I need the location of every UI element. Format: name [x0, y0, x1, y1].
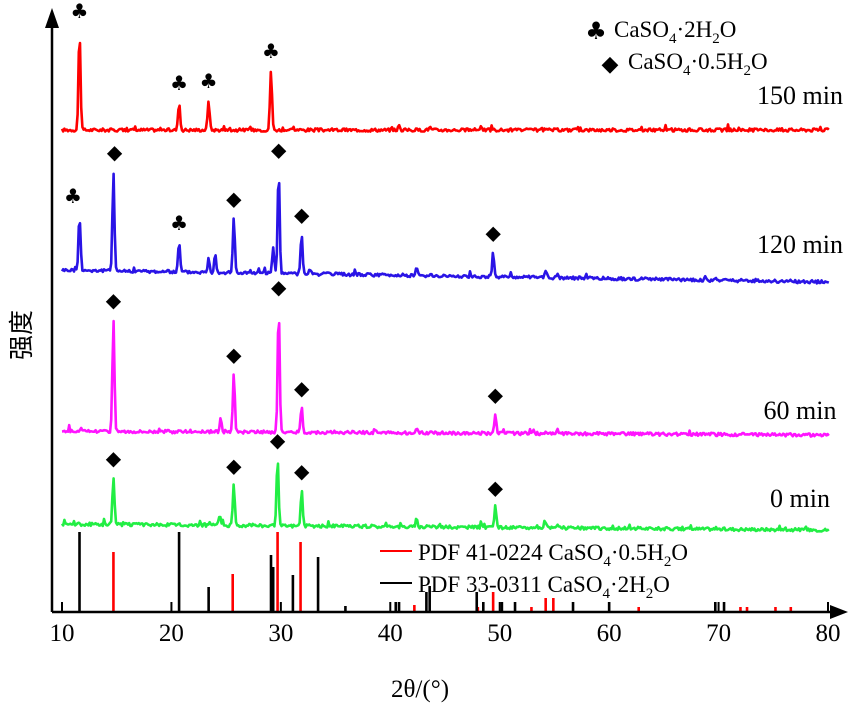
series-label: 150 min	[757, 81, 843, 110]
diamond-marker-icon: ◆	[226, 342, 242, 366]
series-label: 120 min	[757, 230, 843, 259]
diamond-marker-icon: ◆	[485, 221, 501, 245]
club-marker-icon: ♣	[170, 71, 188, 95]
series-label: 0 min	[770, 484, 830, 513]
diamond-marker-icon: ◆	[106, 446, 122, 470]
x-tick-label: 70	[706, 620, 731, 647]
diamond-marker-icon: ◆	[226, 453, 242, 477]
reference-legend-dihydrate-label: PDF 33-0311 CaSO4·2H2O	[418, 572, 670, 602]
diamond-marker-icon: ◆	[294, 203, 310, 227]
x-tick-label: 10	[50, 620, 75, 647]
club-marker-icon: ♣	[64, 184, 82, 208]
diamond-marker-icon: ◆	[271, 275, 287, 299]
legend-diamond-icon: ◆	[602, 52, 619, 77]
diamond-marker-icon: ◆	[488, 475, 504, 499]
legend-hemihydrate-label: CaSO4·0.5H2O	[628, 49, 768, 79]
series-line	[60, 41, 830, 133]
legend: ♣ CaSO4·2H2O ◆ CaSO4·0.5H2O	[585, 17, 767, 79]
diamond-marker-icon: ◆	[270, 428, 286, 452]
x-tick-label: 60	[597, 620, 622, 647]
x-tick-label: 30	[268, 620, 293, 647]
y-axis-arrow	[45, 8, 59, 28]
legend-club-icon: ♣	[585, 17, 607, 45]
diamond-marker-icon: ◆	[294, 459, 310, 483]
diamond-marker-icon: ◆	[271, 137, 287, 161]
reference-legend-hemihydrate-label: PDF 41-0224 CaSO4·0.5H2O	[418, 540, 688, 570]
x-axis-arrow	[830, 605, 848, 619]
x-axis-title: 2θ/(°)	[391, 676, 449, 703]
club-marker-icon: ♣	[71, 0, 89, 23]
diamond-marker-icon: ◆	[107, 140, 123, 164]
x-tick-label: 80	[816, 620, 841, 647]
x-axis-ticks: 10 20 30 40 50 60 70 80	[50, 602, 841, 647]
club-marker-icon: ♣	[170, 211, 188, 235]
series-line	[60, 172, 830, 285]
x-tick-label: 20	[159, 620, 184, 647]
x-tick-label: 40	[378, 620, 403, 647]
reference-pattern	[78, 532, 726, 612]
x-tick-label: 50	[487, 620, 512, 647]
series-traces	[60, 41, 830, 533]
y-axis-title: 强度	[8, 310, 36, 360]
club-marker-icon: ♣	[262, 39, 280, 63]
legend-dihydrate-label: CaSO4·2H2O	[614, 17, 736, 47]
diamond-marker-icon: ◆	[294, 376, 310, 400]
diamond-marker-icon: ◆	[106, 288, 122, 312]
club-marker-icon: ♣	[200, 69, 218, 93]
reference-legend: PDF 41-0224 CaSO4·0.5H2O PDF 33-0311 CaS…	[380, 540, 688, 602]
series-line	[61, 319, 830, 438]
series-line	[60, 462, 830, 533]
peak-markers: ♣ ♣ ♣ ♣ ♣ ◆ ♣ ◆ ◆ ◆ ◆ ◆ ◆ ◆ ◆ ◆ ◆ ◆ ◆ ◆ ◆	[64, 0, 504, 499]
series-label: 60 min	[764, 396, 837, 425]
diamond-marker-icon: ◆	[226, 187, 242, 211]
series-labels: 150 min 120 min 60 min 0 min	[757, 81, 843, 513]
axes: 10 20 30 40 50 60 70 80	[45, 8, 848, 647]
diamond-marker-icon: ◆	[488, 382, 504, 406]
